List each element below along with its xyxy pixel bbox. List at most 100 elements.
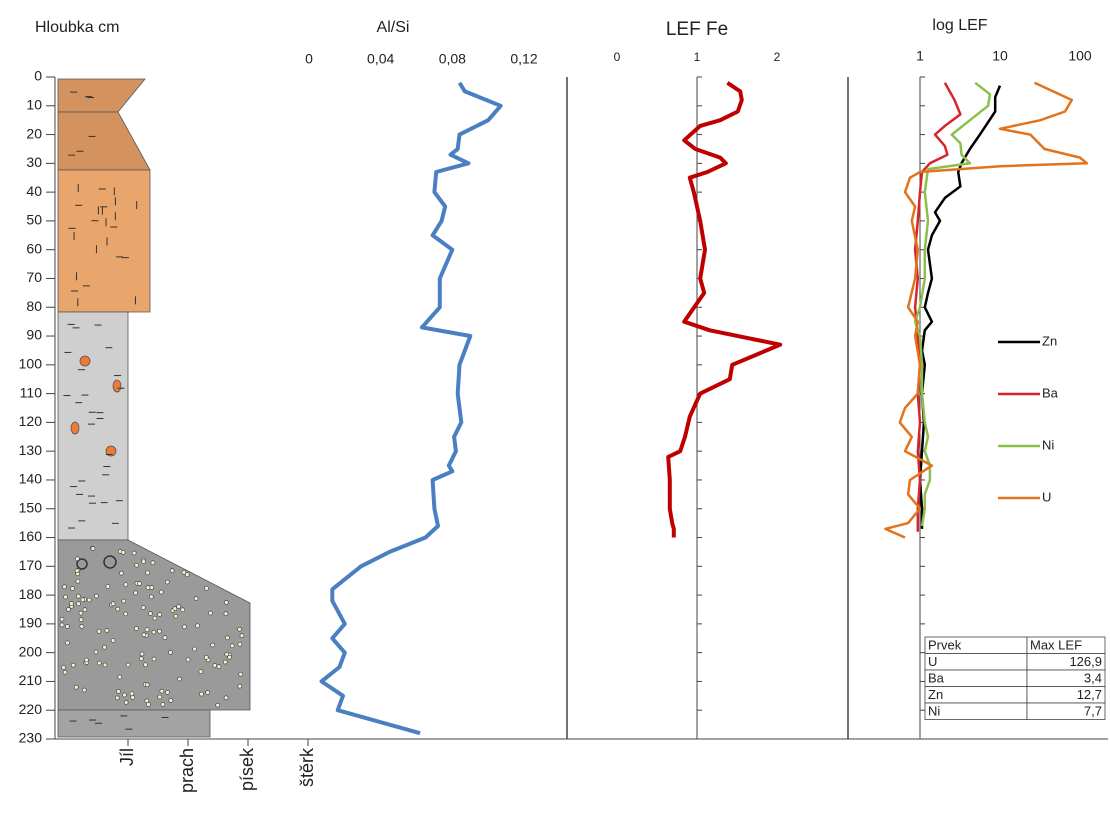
texture-dot (59, 616, 65, 622)
y-tick-label: 140 (19, 471, 43, 487)
texture-dot (184, 572, 190, 577)
texture-dot (70, 586, 75, 591)
texture-dot (168, 698, 174, 703)
texture-dot (116, 689, 121, 694)
texture-dot (150, 560, 156, 566)
texture-dot (239, 633, 245, 638)
pebble (103, 555, 117, 569)
texture-dot (165, 579, 170, 585)
legend-label: Ba (1042, 385, 1059, 400)
x-tick-label: prach (177, 748, 197, 793)
texture-dot (144, 627, 150, 632)
nodule (112, 379, 122, 393)
y-tick-label: 110 (20, 384, 43, 400)
texture-dot (104, 628, 110, 633)
y-tick-label: 170 (19, 557, 43, 573)
texture-dot (139, 656, 144, 662)
table-text: U (928, 654, 937, 669)
y-tick-label: 150 (19, 499, 43, 515)
texture-dot (146, 702, 151, 707)
texture-dot (62, 669, 68, 675)
data-line (666, 81, 783, 538)
texture-dot (160, 702, 166, 707)
texture-dot (117, 674, 123, 680)
texture-dot (144, 698, 150, 704)
table-text: Max LEF (1030, 638, 1082, 653)
y-tick-label: 30 (26, 154, 42, 170)
texture-dot (215, 702, 220, 708)
texture-dot (81, 687, 87, 693)
texture-dot (222, 659, 228, 665)
x-tick-label: 2 (774, 50, 781, 64)
texture-dot (223, 695, 229, 701)
y-tick-label: 90 (26, 327, 42, 343)
texture-dot (185, 657, 191, 663)
axis-title: Hloubka cm (35, 19, 119, 36)
texture-dot (90, 546, 96, 551)
table-text: Ni (928, 704, 940, 719)
legend-label: Zn (1042, 333, 1057, 348)
y-tick-label: 70 (26, 269, 42, 285)
nodule (79, 355, 91, 367)
texture-dot (229, 643, 235, 649)
data-line (319, 81, 503, 736)
texture-dot (133, 590, 138, 596)
table-text: 7,7 (1084, 704, 1102, 719)
texture-dot (216, 664, 222, 669)
texture-dot (75, 556, 80, 562)
texture-dot (157, 694, 162, 700)
panel-title: LEF Fe (666, 19, 728, 40)
pebble (76, 558, 88, 570)
y-tick-label: 190 (19, 615, 43, 631)
texture-dot (182, 624, 187, 630)
texture-dot (134, 562, 139, 568)
texture-dot (110, 638, 116, 643)
texture-dot (96, 660, 102, 666)
texture-dot (63, 594, 68, 600)
texture-dot (157, 612, 163, 617)
texture-dot (94, 593, 99, 599)
x-tick-label: 0,12 (510, 51, 537, 67)
layer (57, 709, 211, 738)
texture-dot (208, 610, 213, 616)
texture-dot (80, 597, 86, 603)
texture-dot (82, 607, 88, 612)
y-tick-label: 160 (19, 528, 43, 544)
texture-dot (102, 662, 108, 668)
texture-dot (204, 586, 209, 591)
legend-label: Ni (1042, 437, 1054, 452)
texture-dot (61, 665, 66, 670)
texture-dot (121, 598, 127, 604)
table-text: 12,7 (1077, 687, 1102, 702)
layer (57, 78, 146, 113)
texture-dot (65, 640, 70, 646)
x-tick-label: 0 (305, 51, 313, 67)
texture-dot (204, 655, 209, 660)
layer (57, 311, 129, 541)
texture-dot (192, 646, 197, 652)
texture-dot (78, 610, 84, 616)
data-line (884, 81, 1089, 539)
texture-dot (123, 582, 129, 587)
texture-dot (114, 695, 120, 701)
y-tick-label: 20 (26, 125, 42, 141)
table-cell (924, 702, 1028, 720)
texture-dot (129, 691, 135, 697)
texture-dot (165, 690, 170, 695)
texture-dot (75, 578, 81, 584)
texture-dot (172, 606, 178, 612)
lithology-column (57, 78, 251, 738)
y-tick-label: 210 (19, 672, 43, 688)
y-tick-label: 50 (26, 212, 42, 228)
texture-dot (115, 606, 121, 612)
texture-dot (195, 623, 200, 629)
layer (57, 111, 151, 171)
texture-dot (73, 684, 79, 690)
texture-dot (96, 629, 102, 634)
texture-dot (74, 568, 80, 574)
texture-dot (198, 669, 204, 674)
texture-dot (69, 601, 74, 606)
texture-dot (237, 683, 243, 689)
texture-dot (169, 568, 175, 573)
